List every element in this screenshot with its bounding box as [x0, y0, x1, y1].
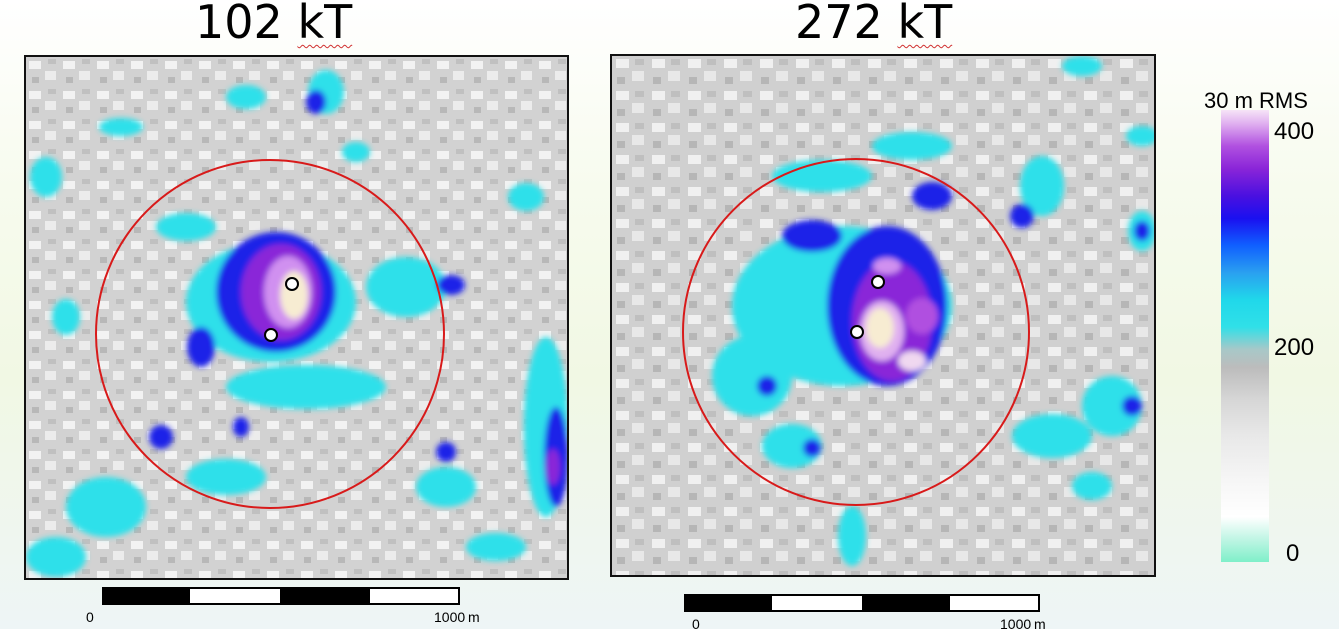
panel-2-title: 272 kT: [795, 0, 952, 52]
panel-2-title-unit: kT: [897, 0, 953, 49]
panel-2-scalebar-end: 1000: [1000, 616, 1032, 632]
panel-1-map: [24, 55, 569, 580]
panel-2-scalebar-unit: m: [1034, 616, 1046, 632]
panel-1-scalebar-unit: m: [468, 609, 480, 625]
panel-2-map-graphic: [612, 56, 1154, 575]
panel-1-scalebar-bar: [102, 587, 460, 605]
colorbar-tick-200: 200: [1274, 334, 1315, 361]
panel-2-scalebar-start: 0: [692, 616, 700, 632]
panel-1-title: 102 kT: [195, 0, 352, 52]
panel-2-map: [610, 54, 1156, 577]
panel-1-map-graphic: [26, 57, 567, 578]
panel-1-scalebar-end: 1000: [434, 609, 466, 625]
colorbar-gradient: [1221, 110, 1269, 562]
panel-1-title-unit: kT: [297, 0, 353, 49]
panel-1-title-value: 102: [195, 0, 283, 49]
colorbar-tick-400: 400: [1274, 118, 1315, 145]
panel-1-scalebar-start: 0: [86, 609, 94, 625]
panel-2-scalebar: 0 1000 m: [684, 594, 1084, 632]
colorbar-tick-0: 0: [1286, 540, 1300, 567]
panel-1-scalebar: 0 1000 m: [86, 587, 502, 627]
colorbar-title: 30 m RMS: [1204, 88, 1308, 113]
panel-2-title-value: 272: [795, 0, 883, 49]
panel-2-scalebar-bar: [684, 594, 1040, 612]
